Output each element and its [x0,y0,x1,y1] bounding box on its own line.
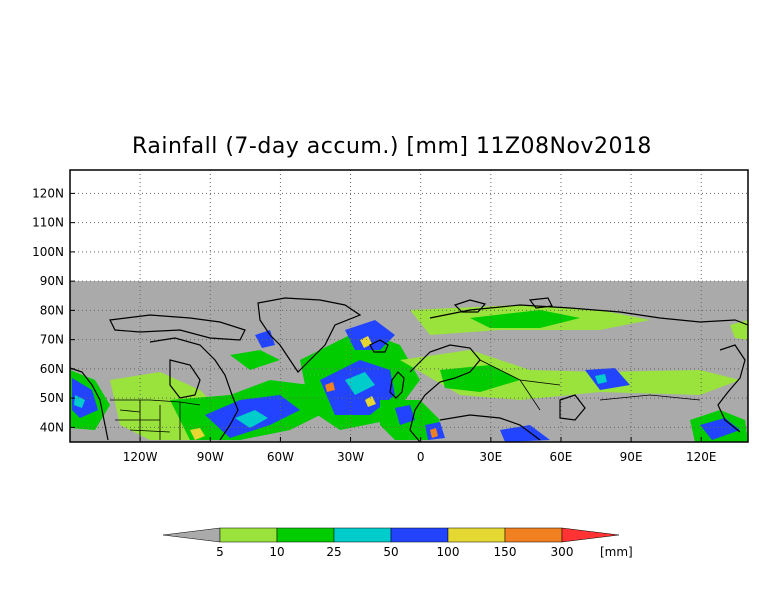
color-bar-label: 10 [269,545,284,559]
page-title: Rainfall (7-day accum.) [mm] 11Z08Nov201… [132,134,652,159]
lon-tick-label: 60W [267,450,294,464]
coastlines [69,297,749,443]
lon-tick-label: 60E [550,450,573,464]
color-bar-labels: 5 10 25 50 100 150 300 [216,545,573,559]
color-bar-label: 25 [326,545,341,559]
color-bar-swatch [390,527,449,543]
lon-tick-label: 30W [337,450,364,464]
lon-tick-label: 120E [686,450,717,464]
lon-tick-label: 120W [123,450,158,464]
lat-tick-label: 70N [40,333,64,347]
lat-tick-label: 120N [32,186,64,200]
color-bar-swatch [276,527,335,543]
color-bar-unit: [mm] [600,545,633,559]
lat-tick-label: 100N [32,245,64,259]
color-bar-label: 5 [216,545,224,559]
color-bar-swatch [504,527,563,543]
lat-tick-label: 90N [40,274,64,288]
graticule [70,170,748,442]
color-bar-swatch [333,527,392,543]
color-bar-swatch [447,527,506,543]
color-bar-label: 150 [494,545,517,559]
plot-frame [69,169,749,443]
color-bar-label: 50 [383,545,398,559]
color-bar [162,527,620,543]
lat-tick-label: 50N [40,391,64,405]
lat-tick-label: 60N [40,362,64,376]
lat-tick-label: 80N [40,303,64,317]
lat-tick-label: 40N [40,420,64,434]
color-bar-low-arrow [162,527,221,543]
color-bar-label: 100 [437,545,460,559]
lon-tick-label: 90W [197,450,224,464]
lon-tick-label: 0 [417,450,425,464]
color-bar-high-arrow [561,527,620,543]
color-bar-label: 300 [551,545,574,559]
lon-tick-label: 30E [479,450,502,464]
longitude-axis: 120W 90W 60W 30W 0 30E 60E 90E 120E [123,437,717,464]
lat-tick-label: 110N [32,216,64,230]
color-bar-swatch [219,527,278,543]
lon-tick-label: 90E [620,450,643,464]
latitude-axis: 40N 50N 60N 70N 80N 90N 100N 110N 120N [32,186,75,434]
